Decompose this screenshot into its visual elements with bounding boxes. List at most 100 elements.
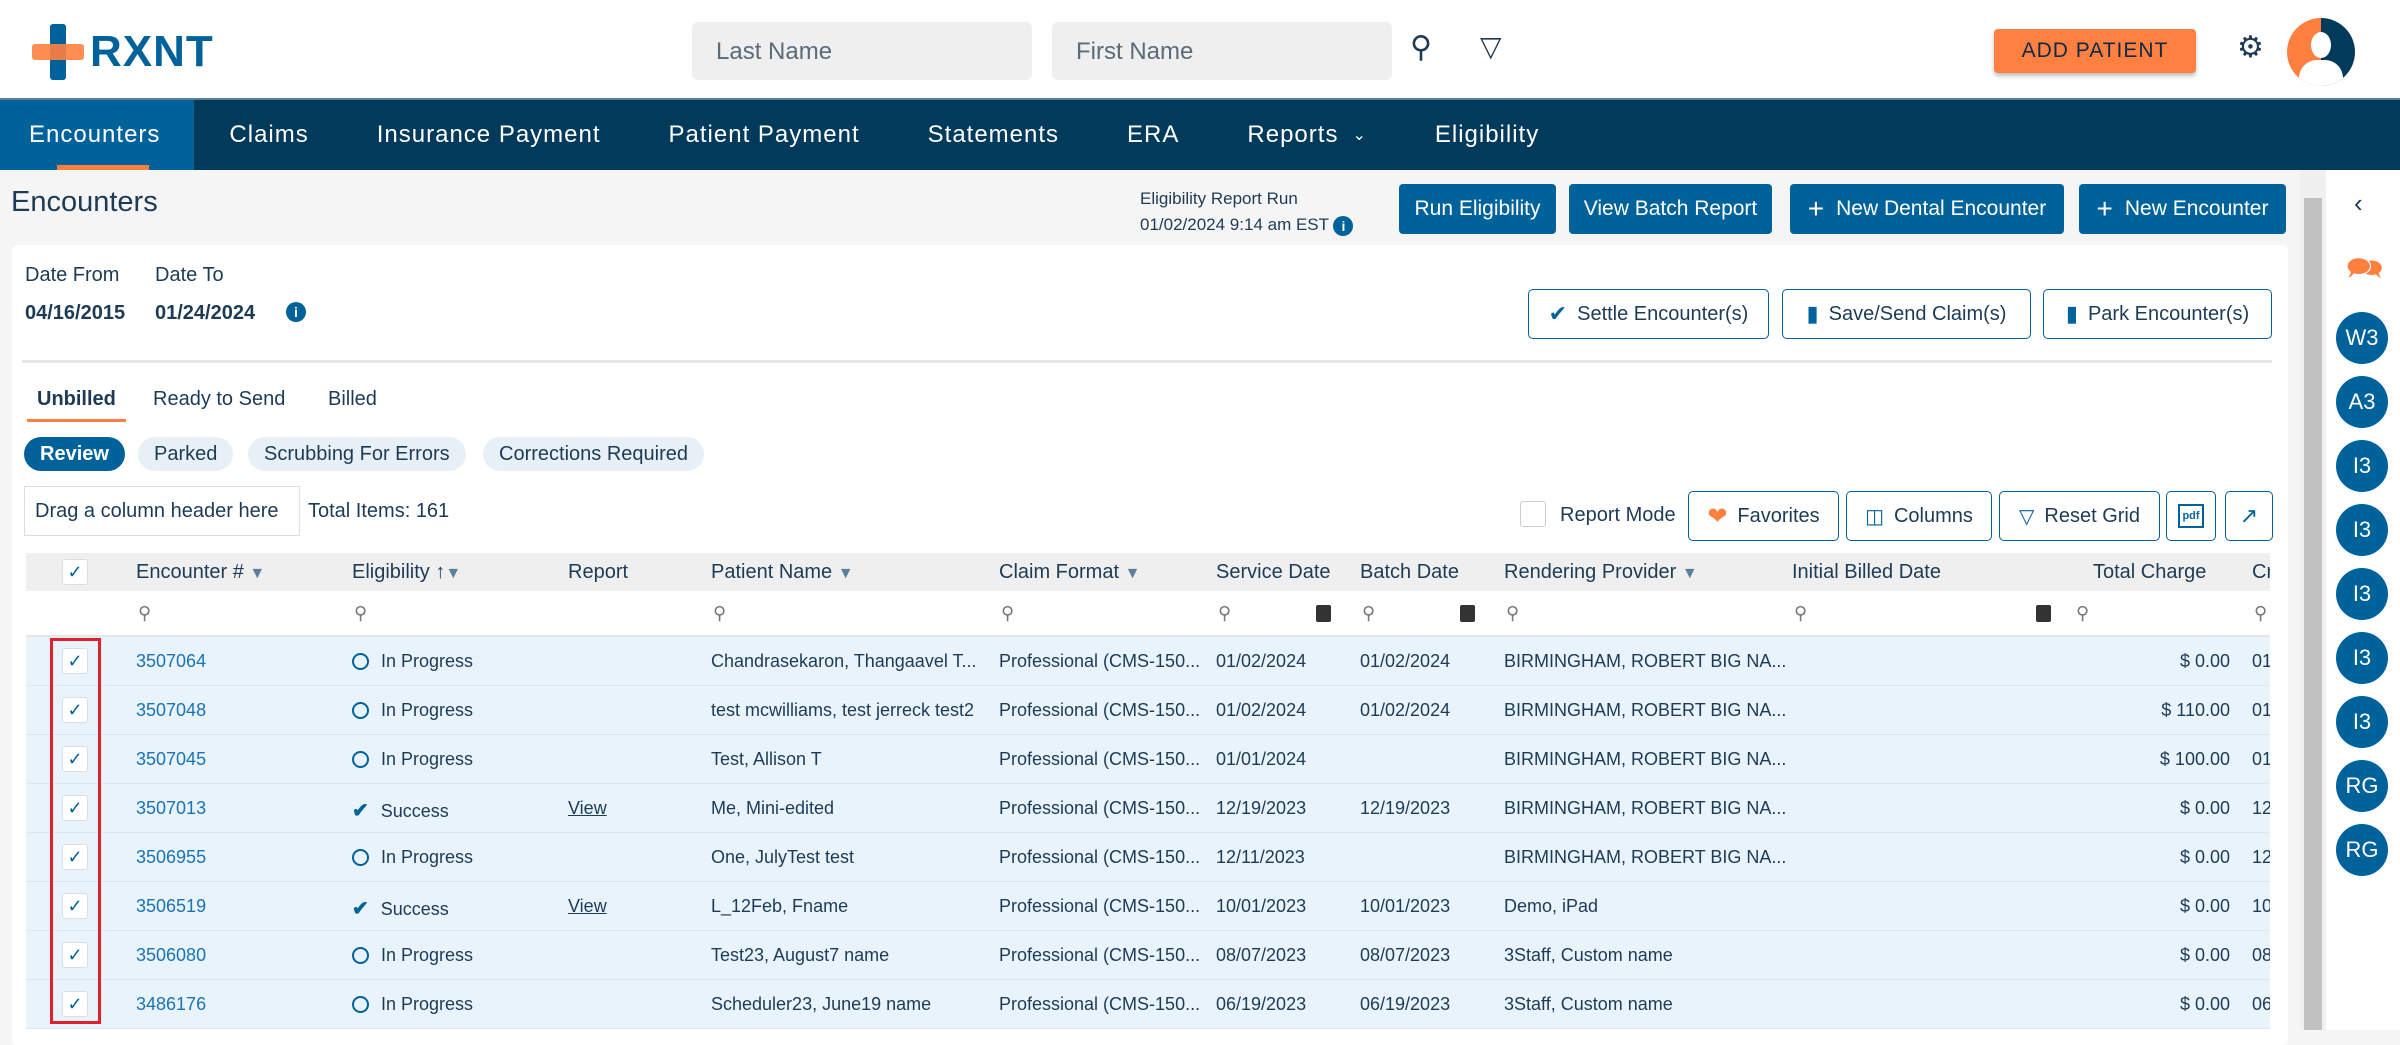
table-row[interactable]: ✓ 3486176 In Progress Scheduler23, June19 n… xyxy=(26,980,2270,1029)
search-icon[interactable]: ⚲ xyxy=(1362,603,1376,623)
tab-unbilled[interactable]: Unbilled xyxy=(27,388,126,422)
user-bubble[interactable]: A3 xyxy=(2336,376,2388,428)
table-row[interactable]: ✓ 3507064 In Progress Chandrasekaron, Thang… xyxy=(26,637,2270,686)
calendar-icon[interactable] xyxy=(2036,605,2051,622)
user-bubble[interactable]: I3 xyxy=(2336,440,2388,492)
chip-parked[interactable]: Parked xyxy=(138,437,234,471)
export-button[interactable]: ↗ xyxy=(2225,491,2273,541)
nav-patient-payment[interactable]: Patient Payment xyxy=(668,121,860,148)
tab-ready-to-send[interactable]: Ready to Send xyxy=(153,388,286,410)
gear-icon[interactable]: ⚙ xyxy=(2237,31,2264,64)
user-bubble[interactable]: RG xyxy=(2336,824,2388,876)
rxnt-logo[interactable]: RXNT xyxy=(32,24,214,80)
avatar[interactable] xyxy=(2287,18,2355,86)
search-icon[interactable]: ⚲ xyxy=(713,603,727,623)
chip-review[interactable]: Review xyxy=(24,437,125,471)
scrollbar[interactable] xyxy=(2300,170,2326,1030)
table-row[interactable]: ✓ 3506519 ✔ Success View L_12Feb, Fname Profes… xyxy=(26,882,2270,931)
user-bubble[interactable]: W3 xyxy=(2336,312,2388,364)
report-view-link[interactable]: View xyxy=(568,896,607,916)
nav-era[interactable]: ERA xyxy=(1127,121,1180,148)
encounter-link[interactable]: 3507064 xyxy=(136,651,207,671)
chip-corrections-required[interactable]: Corrections Required xyxy=(483,437,704,471)
row-checkbox[interactable]: ✓ xyxy=(62,648,88,674)
table-row[interactable]: ✓ 3506955 In Progress One, JulyTest test Pro… xyxy=(26,833,2270,882)
nav-claims[interactable]: Claims xyxy=(229,121,309,148)
filter-icon[interactable]: ▽ xyxy=(1480,31,1502,62)
encounter-link[interactable]: 3507045 xyxy=(136,749,207,769)
export-pdf-button[interactable]: pdf xyxy=(2166,491,2216,541)
row-checkbox[interactable]: ✓ xyxy=(62,991,88,1017)
row-checkbox[interactable]: ✓ xyxy=(62,893,88,919)
search-icon[interactable]: ⚲ xyxy=(1794,603,1808,623)
view-batch-report-button[interactable]: View Batch Report xyxy=(1569,184,1772,234)
nav-reports[interactable]: Reports ⌄ xyxy=(1212,100,1399,170)
new-encounter-button[interactable]: + New Encounter xyxy=(2079,184,2286,234)
table-row[interactable]: ✓ 3507013 ✔ Success View Me, Mini-edited Profe… xyxy=(26,784,2270,833)
collapse-chevron-icon[interactable]: ‹ xyxy=(2354,188,2363,218)
col-report[interactable]: Report xyxy=(568,561,629,583)
date-from-value[interactable]: 04/16/2015 xyxy=(25,302,126,324)
search-icon[interactable]: ⚲ xyxy=(1001,603,1015,623)
col-initial-billed-date[interactable]: Initial Billed Date xyxy=(1792,561,1941,583)
calendar-icon[interactable] xyxy=(1460,605,1475,622)
select-all-checkbox[interactable]: ✓ xyxy=(62,559,88,585)
search-icon[interactable]: ⚲ xyxy=(138,603,152,623)
reset-grid-button[interactable]: ▽ Reset Grid xyxy=(1999,491,2160,541)
favorites-button[interactable]: ❤ Favorites xyxy=(1688,491,1839,541)
date-to-value[interactable]: 01/24/2024 xyxy=(155,302,256,324)
table-row[interactable]: ✓ 3507048 In Progress test mcwilliams, test… xyxy=(26,686,2270,735)
tab-billed[interactable]: Billed xyxy=(328,388,377,410)
encounter-link[interactable]: 3506519 xyxy=(136,896,207,916)
group-drop-zone[interactable]: Drag a column header here xyxy=(24,486,300,536)
encounter-link[interactable]: 3507013 xyxy=(136,798,207,818)
search-icon[interactable]: ⚲ xyxy=(1410,31,1432,64)
user-bubble[interactable]: I3 xyxy=(2336,568,2388,620)
run-eligibility-button[interactable]: Run Eligibility xyxy=(1399,184,1556,234)
col-patient-name[interactable]: Patient Name ▼ xyxy=(711,561,854,583)
table-row[interactable]: ✓ 3507045 In Progress Test, Allison T Profes… xyxy=(26,735,2270,784)
col-cr[interactable]: Cr xyxy=(2252,561,2270,583)
chip-scrubbing-for-errors[interactable]: Scrubbing For Errors xyxy=(248,437,466,471)
encounter-link[interactable]: 3506080 xyxy=(136,945,207,965)
nav-encounters[interactable]: Encounters xyxy=(0,100,195,170)
add-patient-button[interactable]: ADD PATIENT xyxy=(1994,29,2196,73)
table-row[interactable]: ✓ 3506080 In Progress Test23, August7 name P… xyxy=(26,931,2270,980)
columns-button[interactable]: ◫ Columns xyxy=(1846,491,1992,541)
search-icon[interactable]: ⚲ xyxy=(354,603,368,623)
row-checkbox[interactable]: ✓ xyxy=(62,746,88,772)
nav-insurance-payment[interactable]: Insurance Payment xyxy=(376,121,601,148)
nav-eligibility[interactable]: Eligibility xyxy=(1434,121,1540,148)
row-checkbox[interactable]: ✓ xyxy=(62,942,88,968)
search-icon[interactable]: ⚲ xyxy=(2254,603,2268,623)
row-checkbox[interactable]: ✓ xyxy=(62,844,88,870)
col-eligibility[interactable]: Eligibility ↑▼ xyxy=(352,561,462,583)
col-batch-date[interactable]: Batch Date xyxy=(1360,561,1459,583)
search-icon[interactable]: ⚲ xyxy=(1506,603,1520,623)
nav-statements[interactable]: Statements xyxy=(927,121,1060,148)
report-view-link[interactable]: View xyxy=(568,798,607,818)
chat-icon[interactable]: 🗪 xyxy=(2346,252,2384,285)
save-send-claims-button[interactable]: ▮ Save/Send Claim(s) xyxy=(1782,289,2031,339)
first-name-input[interactable]: First Name xyxy=(1052,22,1392,80)
user-bubble[interactable]: I3 xyxy=(2336,696,2388,748)
col-service-date[interactable]: Service Date xyxy=(1216,561,1331,583)
report-mode-checkbox[interactable] xyxy=(1520,501,1546,527)
park-encounters-button[interactable]: ▮ Park Encounter(s) xyxy=(2043,289,2272,339)
row-checkbox[interactable]: ✓ xyxy=(62,697,88,723)
new-dental-encounter-button[interactable]: + New Dental Encounter xyxy=(1790,184,2064,234)
col-encounter[interactable]: Encounter # ▼ xyxy=(136,561,266,583)
last-name-input[interactable]: Last Name xyxy=(692,22,1032,80)
user-bubble[interactable]: I3 xyxy=(2336,504,2388,556)
settle-encounters-button[interactable]: ✔ Settle Encounter(s) xyxy=(1528,289,1769,339)
calendar-icon[interactable] xyxy=(1316,605,1331,622)
encounter-link[interactable]: 3486176 xyxy=(136,994,207,1014)
row-checkbox[interactable]: ✓ xyxy=(62,795,88,821)
date-info-icon[interactable]: i xyxy=(286,302,306,322)
search-icon[interactable]: ⚲ xyxy=(1218,603,1232,623)
encounter-link[interactable]: 3507048 xyxy=(136,700,207,720)
col-total-charge[interactable]: Total Charge xyxy=(2093,561,2207,583)
encounter-link[interactable]: 3506955 xyxy=(136,847,207,867)
col-claim-format[interactable]: Claim Format ▼ xyxy=(999,561,1141,583)
scrollbar-thumb[interactable] xyxy=(2304,198,2322,1030)
